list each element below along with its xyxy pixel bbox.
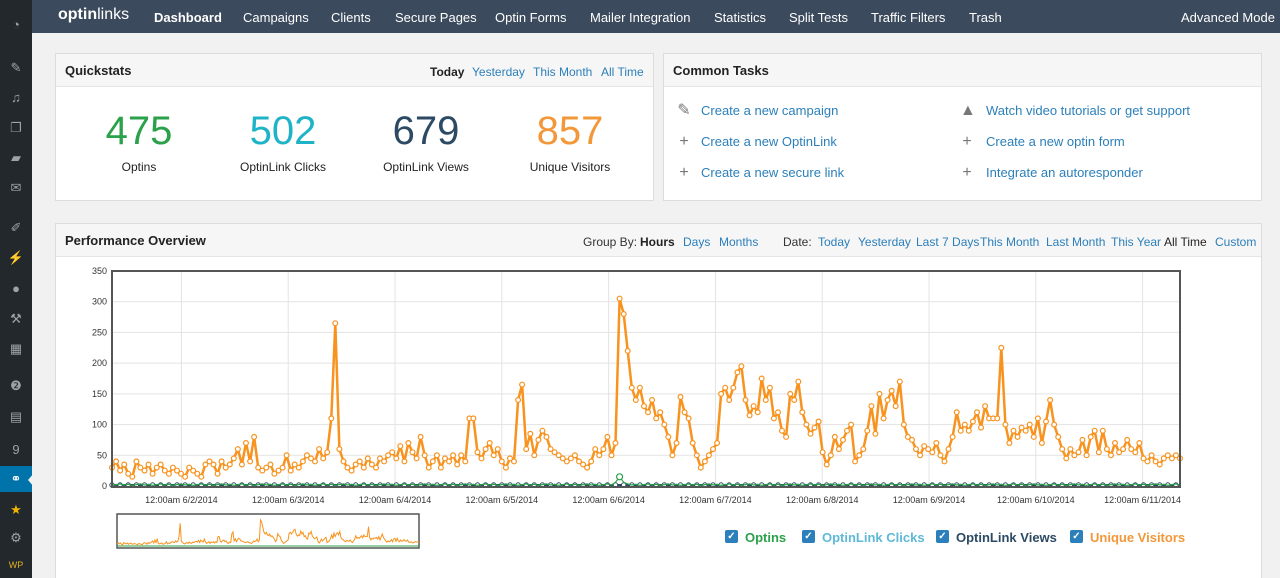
settings-icon[interactable]: ▦	[9, 341, 23, 356]
logo-part-links: links	[97, 6, 130, 23]
nav-mailer-integration[interactable]: Mailer Integration	[590, 10, 691, 25]
group-months[interactable]: Months	[719, 235, 759, 249]
plus-icon: +	[962, 164, 972, 181]
advanced-mode-link[interactable]: Advanced Mode	[1181, 10, 1275, 25]
date-this-month[interactable]: This Month	[980, 235, 1040, 249]
date-label: Date:	[783, 235, 812, 249]
mail-icon[interactable]: ✉	[10, 180, 22, 195]
range-this-month[interactable]: This Month	[533, 65, 593, 79]
nav-optin-forms[interactable]: Optin Forms	[495, 10, 567, 25]
feedback-icon[interactable]: ❷	[10, 378, 22, 393]
active-menu-arrow	[28, 473, 34, 487]
legend-visitors-checkbox[interactable]: ✓	[1070, 530, 1083, 543]
date-all-time[interactable]: All Time	[1164, 235, 1207, 249]
wpx-icon[interactable]: WP	[8, 560, 24, 570]
date-last-month[interactable]: Last Month	[1046, 235, 1106, 249]
tools-icon[interactable]: ⚒	[10, 311, 22, 326]
legend-visitors-label[interactable]: Unique Visitors	[1090, 530, 1186, 545]
task-create-optinlink[interactable]: Create a new OptinLink	[701, 134, 837, 149]
date-last-7-days[interactable]: Last 7 Days	[916, 235, 980, 249]
legend-views-label[interactable]: OptinLink Views	[956, 530, 1057, 545]
nav-clients[interactable]: Clients	[331, 10, 371, 25]
date-this-year[interactable]: This Year	[1111, 235, 1162, 249]
nav-trash[interactable]: Trash	[969, 10, 1002, 25]
stat-clicks-label: OptinLink Clicks	[239, 160, 327, 174]
logo-part-optin: optin	[58, 6, 98, 23]
stat-optins-value: 475	[105, 109, 173, 153]
top-navigation: optinlinks Dashboard Campaigns Clients S…	[32, 0, 1280, 33]
nav-traffic-filters[interactable]: Traffic Filters	[871, 10, 946, 25]
plus-icon: +	[679, 133, 689, 150]
graduation-cap-icon: ▲	[960, 102, 976, 119]
stat-views-label: OptinLink Views	[383, 160, 469, 174]
pin-icon[interactable]: ✎	[10, 60, 22, 75]
date-custom[interactable]: Custom	[1215, 235, 1257, 249]
quickstats-panel: Quickstats Today Yesterday This Month Al…	[55, 53, 654, 201]
task-integrate-autoresponder[interactable]: Integrate an autoresponder	[986, 165, 1143, 180]
nav-split-tests[interactable]: Split Tests	[789, 10, 849, 25]
nav-dashboard[interactable]: Dashboard	[154, 10, 222, 25]
range-today[interactable]: Today	[430, 65, 465, 79]
nav-secure-pages[interactable]: Secure Pages	[395, 10, 477, 25]
appearance-icon[interactable]: ✐	[10, 220, 22, 235]
docs-icon[interactable]: ▤	[9, 409, 23, 424]
gear-icon[interactable]: ⚙	[10, 530, 22, 545]
task-create-secure-link[interactable]: Create a new secure link	[701, 165, 845, 180]
legend-views-checkbox[interactable]: ✓	[936, 530, 949, 543]
optinlinks-icon[interactable]: ⚭	[0, 466, 32, 492]
quickstats-title: Quickstats	[65, 63, 132, 78]
range-yesterday[interactable]: Yesterday	[472, 65, 525, 79]
task-create-optin-form[interactable]: Create a new optin form	[986, 134, 1125, 149]
wp-admin-sidebar: ◔ ✎ ♫ ❐ ▰ ✉ ✐ ⚡ ● ⚒ ▦ ❷ ▤ 9 ⚭ ★ ⚙ WP	[0, 0, 34, 578]
badge-icon[interactable]: 9	[12, 442, 20, 457]
group-by-label: Group By:	[583, 235, 638, 249]
common-tasks-title: Common Tasks	[673, 63, 769, 78]
date-yesterday[interactable]: Yesterday	[858, 235, 911, 249]
common-tasks-panel: Common Tasks ✎ Create a new campaign + C…	[663, 53, 1262, 201]
legend-optins-checkbox[interactable]: ✓	[725, 530, 738, 543]
stat-visitors-label: Unique Visitors	[529, 160, 611, 174]
dashboard-icon[interactable]: ◔	[12, 17, 20, 32]
comments-icon[interactable]: ▰	[11, 150, 21, 165]
nav-statistics[interactable]: Statistics	[714, 10, 767, 25]
optinlinks-logo[interactable]: optinlinks	[58, 6, 129, 24]
plugins-icon[interactable]: ⚡	[7, 250, 25, 265]
group-days[interactable]: Days	[683, 235, 711, 249]
stat-views-value: 679	[392, 109, 460, 153]
legend-clicks-label[interactable]: OptinLink Clicks	[822, 530, 925, 545]
legend-optins-label[interactable]: Optins	[745, 530, 787, 545]
edit-icon: ✎	[677, 102, 691, 119]
stat-visitors-value: 857	[536, 109, 604, 153]
pages-icon[interactable]: ❐	[10, 120, 22, 135]
performance-panel: Performance Overview Group By: Hours Day…	[55, 223, 1262, 578]
task-create-campaign[interactable]: Create a new campaign	[701, 103, 839, 118]
media-icon[interactable]: ♫	[11, 90, 21, 105]
task-video-tutorials[interactable]: Watch video tutorials or get support	[986, 103, 1191, 118]
star-icon[interactable]: ★	[10, 502, 22, 517]
common-tasks-header: Common Tasks	[664, 54, 1261, 87]
plus-icon: +	[679, 164, 689, 181]
legend-clicks-checkbox[interactable]: ✓	[802, 530, 815, 543]
nav-campaigns[interactable]: Campaigns	[243, 10, 309, 25]
quickstats-header: Quickstats Today Yesterday This Month Al…	[56, 54, 653, 87]
stat-clicks-value: 502	[249, 109, 317, 153]
users-icon[interactable]: ●	[12, 281, 20, 296]
performance-header: Performance Overview Group By: Hours Day…	[56, 224, 1261, 257]
date-today[interactable]: Today	[818, 235, 851, 249]
stat-optins-label: Optins	[121, 160, 157, 174]
group-hours[interactable]: Hours	[640, 235, 675, 249]
plus-icon: +	[962, 133, 972, 150]
performance-title: Performance Overview	[65, 233, 206, 248]
range-all-time[interactable]: All Time	[601, 65, 644, 79]
